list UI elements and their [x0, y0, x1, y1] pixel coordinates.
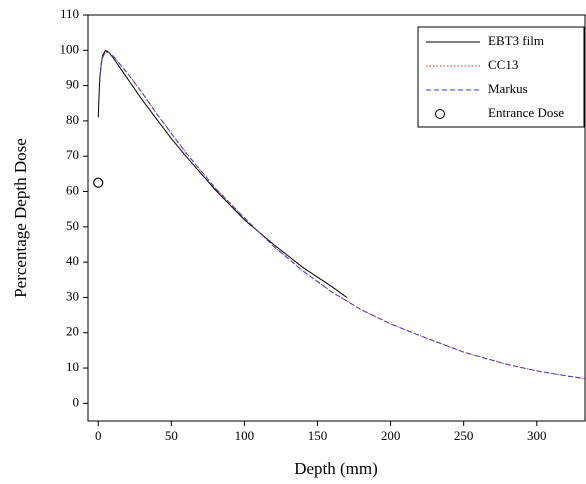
- y-tick-label: 0: [73, 394, 80, 409]
- y-tick-label: 70: [66, 147, 79, 162]
- x-tick-label: 100: [235, 428, 255, 443]
- entrance-dose-point: [93, 177, 104, 188]
- series-line: [97, 49, 348, 298]
- y-tick-label: 10: [66, 359, 79, 374]
- y-tick-label: 80: [66, 112, 79, 127]
- y-tick-label: 20: [66, 324, 79, 339]
- y-tick-label: 90: [66, 77, 79, 92]
- x-tick-label: 0: [95, 428, 102, 443]
- legend-box: [417, 26, 585, 128]
- y-tick-label: 40: [66, 253, 79, 268]
- x-tick-label: 50: [165, 428, 178, 443]
- y-tick-label: 30: [66, 288, 79, 303]
- y-tick-label: 50: [66, 218, 79, 233]
- y-tick-label: 110: [60, 6, 79, 21]
- y-tick-label: 60: [66, 183, 79, 198]
- x-tick-label: 300: [527, 428, 547, 443]
- series-line: [99, 51, 585, 380]
- x-tick-label: 200: [381, 428, 401, 443]
- x-axis-label: Depth (mm): [294, 459, 378, 478]
- legend-label: CC13: [488, 57, 518, 72]
- x-tick-label: 250: [454, 428, 474, 443]
- legend-symbol: [435, 109, 445, 119]
- x-tick-label: 150: [308, 428, 328, 443]
- y-axis-label: Percentage Depth Dose: [11, 138, 30, 298]
- y-tick-label: 100: [60, 41, 80, 56]
- plot-frame: [87, 14, 586, 422]
- legend-label: Entrance Dose: [488, 105, 564, 120]
- legend-label: Markus: [488, 81, 528, 96]
- legend-label: EBT3 film: [488, 33, 544, 48]
